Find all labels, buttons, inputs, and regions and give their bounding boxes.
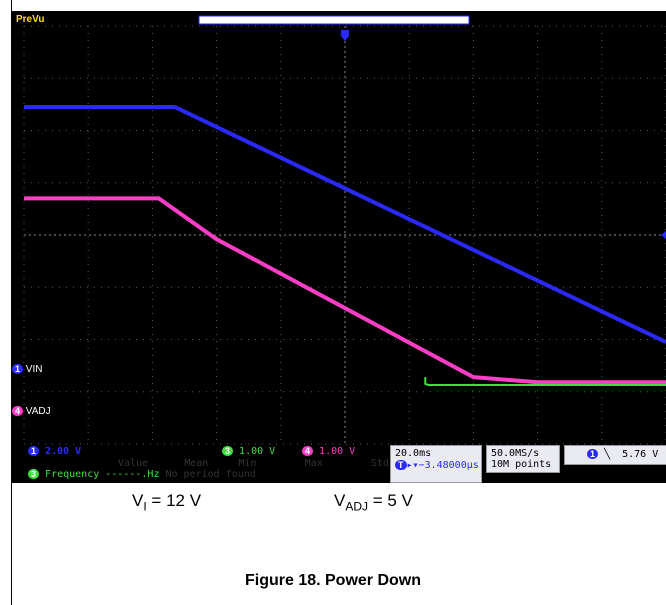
channel-1-label: VIN [25,364,43,375]
timebase-readout[interactable]: 20.0ms T ▸▾−3.48000µs [390,445,482,483]
oscilloscope-screen: PreVu 1 VIN 4 VADJ 1 2.00 V 3 1.00 V 4 1… [12,12,666,483]
waveform-vin [24,105,666,344]
ch3-scale[interactable]: 3 1.00 V [222,446,275,457]
waveform-plot [23,15,666,445]
measurement-row: 3 Frequency ------.Hz No period found [28,469,256,480]
trigger-position-icon [341,30,349,41]
acquisition-readout[interactable]: 50.0MS/s 10M points [486,445,560,473]
channel-1-marker[interactable]: 1 VIN [12,364,42,375]
trigger-level-icon [661,231,666,239]
waveform-vadj [24,196,666,385]
channel-4-marker[interactable]: 4 VADJ [12,406,51,417]
channel-4-label: VADJ [25,406,51,417]
page-frame-top [11,11,666,12]
acquisition-state: PreVu [16,14,45,25]
measurement-headers: Value Mean Min Max Std Dev [118,458,413,469]
ch4-scale[interactable]: 4 1.00 V [302,446,355,457]
figure-caption: Figure 18. Power Down [244,572,422,589]
vi-condition: VI = 12 V [132,491,202,514]
graticule-grid [23,25,666,445]
trigger-readout[interactable]: 1 ╲ 5.76 V [564,445,666,465]
ch1-scale[interactable]: 1 2.00 V [28,446,81,457]
page-frame-left [11,0,12,605]
waveform-ch3 [424,377,666,386]
vadj-condition: VADJ = 5 V [334,491,413,514]
record-view-bar [198,15,470,25]
